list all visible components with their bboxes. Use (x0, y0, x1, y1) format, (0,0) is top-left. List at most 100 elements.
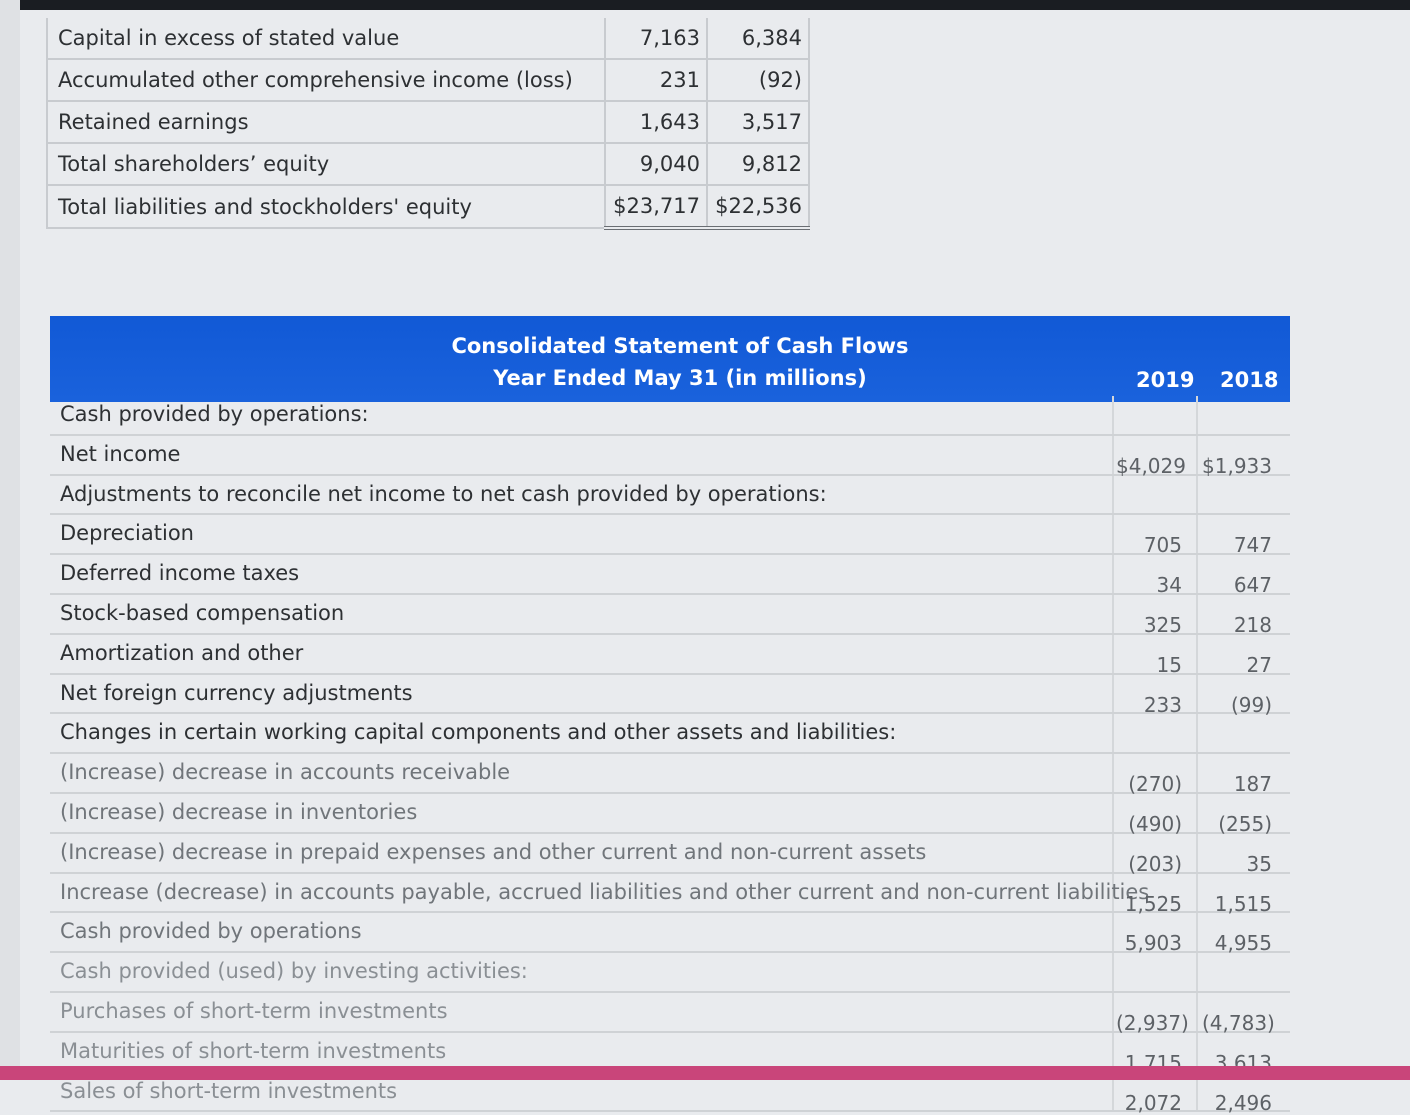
column-divider (1112, 913, 1114, 952)
value-2018: (99) (1230, 692, 1272, 717)
value-2019: 233 (1143, 692, 1182, 717)
row-label: Maturities of short-term investments (60, 1038, 447, 1063)
column-divider (1112, 515, 1114, 554)
value-2019: (2,937) (1116, 1010, 1189, 1035)
table-row: Capital in excess of stated value 7,163 … (46, 18, 810, 60)
value-2019: $23,717 (605, 185, 708, 230)
column-divider (1112, 594, 1114, 633)
value-2019: 325 (1143, 612, 1182, 637)
value-2018: 747 (1233, 533, 1272, 558)
row-label: Depreciation (60, 521, 194, 546)
cash-flow-table: Cash provided by operations: Net income $4… (50, 396, 1290, 1115)
table-row: Accumulated other comprehensive income (… (46, 59, 810, 102)
row-label: (Increase) decrease in inventories (60, 799, 418, 824)
row-label: Deferred income taxes (60, 561, 300, 586)
column-divider (1196, 555, 1198, 593)
value-2019: 9,040 (605, 143, 708, 186)
row-label: Cash provided (used) by investing activi… (60, 959, 528, 984)
column-divider (1196, 594, 1198, 633)
row-label: Increase (decrease) in accounts payable,… (60, 879, 1150, 904)
row-label: Capital in excess of stated value (46, 18, 606, 60)
column-divider (1112, 992, 1114, 1031)
table-row: Purchases of short-term investments (2,93… (50, 992, 1290, 1035)
table-row: Cash provided (used) by investing activi… (50, 953, 1290, 993)
value-2019: (490) (1128, 811, 1182, 836)
row-label: Accumulated other comprehensive income (… (46, 59, 606, 102)
table-row: (Increase) decrease in accounts receivab… (50, 754, 1290, 797)
value-2019: 5,903 (1124, 931, 1182, 956)
column-divider (1196, 714, 1198, 753)
column-divider (1112, 953, 1114, 991)
value-2018: 647 (1233, 573, 1272, 598)
row-label: (Increase) decrease in prepaid expenses … (60, 839, 927, 864)
column-divider (1196, 754, 1198, 792)
value-2019: 2,072 (1124, 1090, 1182, 1115)
value-2018: (4,783) (1202, 1010, 1275, 1035)
column-divider (1196, 793, 1198, 832)
column-divider (1112, 674, 1114, 713)
table-row: Stock-based compensation 325 218 (50, 594, 1290, 637)
table-row: Total liabilities and stockholders' equi… (46, 185, 810, 230)
value-2019: 7,163 (605, 18, 708, 60)
column-divider (1196, 674, 1198, 713)
value-2018: 35 (1246, 851, 1272, 876)
value-2018: 2,496 (1214, 1090, 1272, 1115)
table-row: Net foreign currency adjustments 233 (99) (50, 674, 1290, 717)
column-divider (1196, 396, 1198, 434)
value-2019: (270) (1128, 772, 1182, 797)
value-2018: 9,812 (707, 143, 810, 186)
page-left-margin (0, 0, 20, 1080)
value-2018: 218 (1233, 612, 1272, 637)
title-line-1: Consolidated Statement of Cash Flows (451, 334, 909, 358)
cash-flow-title: Consolidated Statement of Cash Flows Yea… (350, 330, 1010, 394)
column-divider (1112, 833, 1114, 872)
column-divider (1112, 396, 1114, 434)
table-row: Total shareholders’ equity 9,040 9,812 (46, 143, 810, 186)
row-label: Net foreign currency adjustments (60, 680, 413, 705)
value-2018: 1,515 (1214, 891, 1272, 916)
value-2018: $22,536 (707, 185, 810, 230)
row-label: Net income (60, 441, 181, 466)
column-divider (1112, 793, 1114, 832)
cash-flow-header: Consolidated Statement of Cash Flows Yea… (50, 316, 1290, 402)
column-divider (1196, 833, 1198, 872)
column-divider (1112, 555, 1114, 593)
column-divider (1196, 1032, 1198, 1071)
screen-bezel-bottom (0, 1066, 1410, 1080)
column-divider (1196, 913, 1198, 952)
row-label: Adjustments to reconcile net income to n… (60, 481, 827, 506)
table-row: Deferred income taxes 34 647 (50, 555, 1290, 598)
row-label: Amortization and other (60, 640, 304, 665)
value-2019: $4,029 (1116, 453, 1186, 478)
value-2019: (203) (1128, 851, 1182, 876)
row-label: Cash provided by operations: (60, 402, 369, 426)
table-row: Cash provided by operations 5,903 4,955 (50, 913, 1290, 956)
row-label: Cash provided by operations (60, 919, 362, 944)
column-divider (1196, 475, 1198, 514)
table-row: (Increase) decrease in inventories (490) (… (50, 793, 1290, 836)
column-divider (1112, 873, 1114, 912)
row-label: Total shareholders’ equity (46, 143, 606, 186)
column-header-2019: 2019 (1136, 368, 1195, 392)
column-divider (1112, 754, 1114, 792)
row-label: Retained earnings (46, 101, 606, 144)
column-divider (1112, 714, 1114, 753)
column-divider (1196, 435, 1198, 474)
row-label: (Increase) decrease in accounts receivab… (60, 760, 511, 785)
table-row: Increase (decrease) in accounts payable,… (50, 873, 1290, 916)
screen-bezel-top (0, 0, 1410, 10)
table-row: Net income $4,029 $1,933 (50, 435, 1290, 478)
column-divider (1112, 475, 1114, 514)
table-row: Depreciation 705 747 (50, 515, 1290, 558)
value-2019: 705 (1143, 533, 1182, 558)
column-divider (1196, 992, 1198, 1031)
title-line-2: Year Ended May 31 (in millions) (493, 366, 867, 390)
row-label: Stock-based compensation (60, 600, 345, 625)
row-label: Purchases of short-term investments (60, 998, 448, 1023)
column-divider (1196, 873, 1198, 912)
value-2018: 6,384 (707, 18, 810, 60)
column-divider (1196, 953, 1198, 991)
value-2019: 231 (605, 59, 708, 102)
value-2018: (92) (707, 59, 810, 102)
value-2018: (255) (1218, 811, 1272, 836)
